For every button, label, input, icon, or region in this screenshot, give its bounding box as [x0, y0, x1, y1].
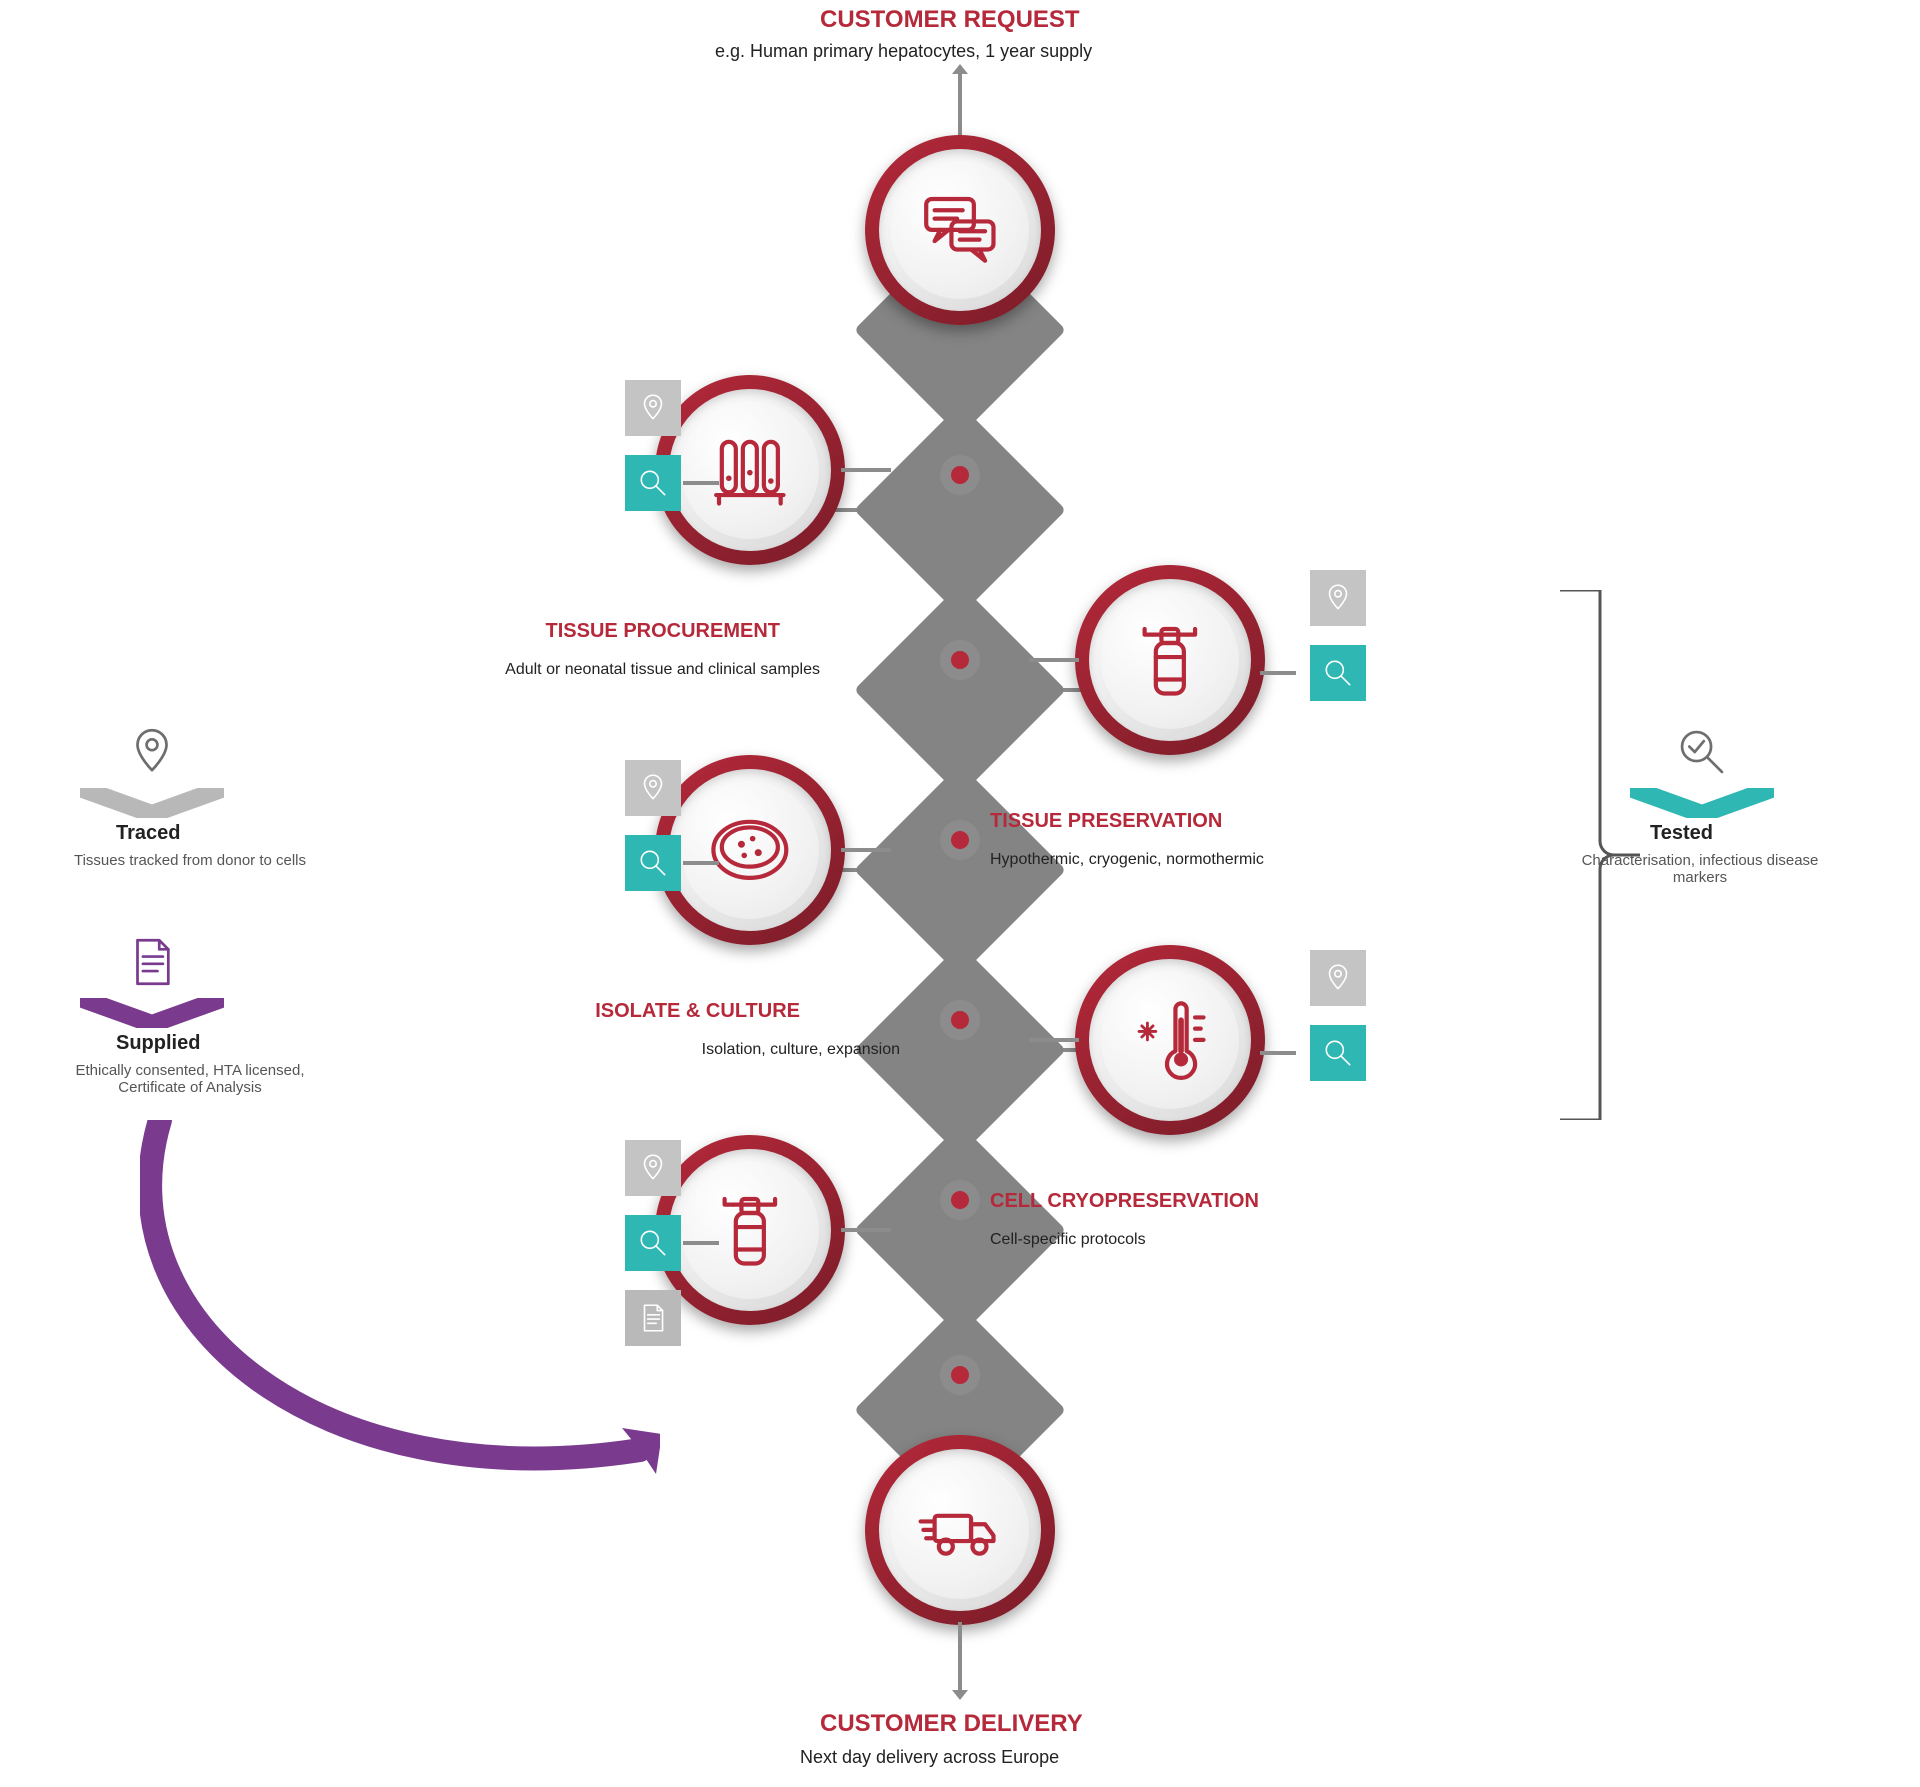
footer-heading: CUSTOMER DELIVERY: [820, 1710, 1083, 1738]
magnifier-check-icon: [1673, 723, 1731, 781]
arrow-down-icon: [952, 1690, 968, 1700]
thermometer-icon: [1125, 995, 1215, 1085]
legend-wing: [80, 998, 224, 1028]
node-preserve: [1075, 565, 1265, 755]
node-title-cryo: CELL CRYOPRESERVATION: [990, 1190, 1259, 1213]
document-icon: [123, 933, 181, 991]
connector-vertical: [958, 70, 962, 140]
spine-connector-dot: [940, 640, 980, 680]
legend-label-doc: Supplied: [116, 1032, 200, 1055]
spine-diamond: [854, 584, 1066, 796]
badge-magnifier: [1310, 645, 1366, 701]
spine-diamond: [854, 404, 1066, 616]
node-isolate: [655, 755, 845, 945]
node-title-preserve: TISSUE PRESERVATION: [990, 810, 1222, 833]
node-delivery: [865, 1435, 1055, 1625]
node-cryo: [1075, 945, 1265, 1135]
petri-dish-icon: [705, 805, 795, 895]
node-store: [655, 1135, 845, 1325]
badge-connector: [1260, 671, 1296, 675]
node-title-isolate: ISOLATE & CULTURE: [540, 1000, 800, 1023]
n2-tank-icon: [1125, 615, 1215, 705]
spine-connector-dot: [940, 1000, 980, 1040]
pin-icon: [123, 723, 181, 781]
pin-icon: [636, 771, 670, 805]
title-subline: e.g. Human primary hepatocytes, 1 year s…: [715, 40, 1092, 63]
title-heading: CUSTOMER REQUEST: [820, 6, 1080, 34]
n2-tank-icon: [705, 1185, 795, 1275]
badge-connector: [683, 481, 719, 485]
node-request: [865, 135, 1055, 325]
spine-connector-dot: [940, 1180, 980, 1220]
node-desc-source: Adult or neonatal tissue and clinical sa…: [500, 660, 820, 681]
node-connector: [1029, 658, 1079, 662]
node-desc-preserve: Hypothermic, cryogenic, normothermic: [990, 850, 1264, 871]
node-desc-cryo: Cell-specific protocols: [990, 1230, 1146, 1251]
legend-wing: [1630, 788, 1774, 818]
pin-icon: [1321, 961, 1355, 995]
badge-pin: [1310, 950, 1366, 1006]
arrow-down-icon: [952, 64, 968, 74]
magnifier-icon: [1321, 656, 1355, 690]
infographic-canvas: CUSTOMER REQUEST e.g. Human primary hepa…: [0, 0, 1920, 1787]
node-desc-isolate: Isolation, culture, expansion: [580, 1040, 900, 1061]
legend-bracket: [1560, 590, 1640, 1120]
legend-sub-pin: Tissues tracked from donor to cells: [70, 852, 310, 869]
pin-icon: [1321, 581, 1355, 615]
chat-icon: [915, 185, 1005, 275]
badge-pin: [625, 380, 681, 436]
legend-doc: [110, 920, 194, 1004]
magnifier-icon: [636, 846, 670, 880]
legend-pin: [110, 710, 194, 794]
badge-pin: [1310, 570, 1366, 626]
truck-icon: [915, 1485, 1005, 1575]
node-connector: [841, 848, 891, 852]
node-connector: [841, 468, 891, 472]
tubes-icon: [705, 425, 795, 515]
badge-magnifier: [625, 455, 681, 511]
spine-connector-dot: [940, 1355, 980, 1395]
badge-pin: [625, 760, 681, 816]
badge-connector: [1260, 1051, 1296, 1055]
legend-mag-check: [1660, 710, 1744, 794]
pin-icon: [636, 391, 670, 425]
legend-doc-arrow: [140, 1120, 660, 1540]
badge-connector: [683, 861, 719, 865]
magnifier-icon: [1321, 1036, 1355, 1070]
spine-connector-dot: [940, 820, 980, 860]
badge-connector: [683, 1241, 719, 1245]
spine-connector-dot: [940, 455, 980, 495]
legend-wing: [80, 788, 224, 818]
legend-sub-doc: Ethically consented, HTA licensed, Certi…: [70, 1062, 310, 1096]
badge-magnifier: [625, 835, 681, 891]
node-connector: [1029, 1038, 1079, 1042]
legend-label-mag-check: Tested: [1650, 822, 1713, 845]
node-connector: [841, 1228, 891, 1232]
node-source: [655, 375, 845, 565]
badge-magnifier: [1310, 1025, 1366, 1081]
node-title-source: TISSUE PROCUREMENT: [520, 620, 780, 643]
magnifier-icon: [636, 466, 670, 500]
footer-subline: Next day delivery across Europe: [800, 1746, 1059, 1769]
connector-vertical: [958, 1622, 962, 1692]
legend-label-pin: Traced: [116, 822, 180, 845]
